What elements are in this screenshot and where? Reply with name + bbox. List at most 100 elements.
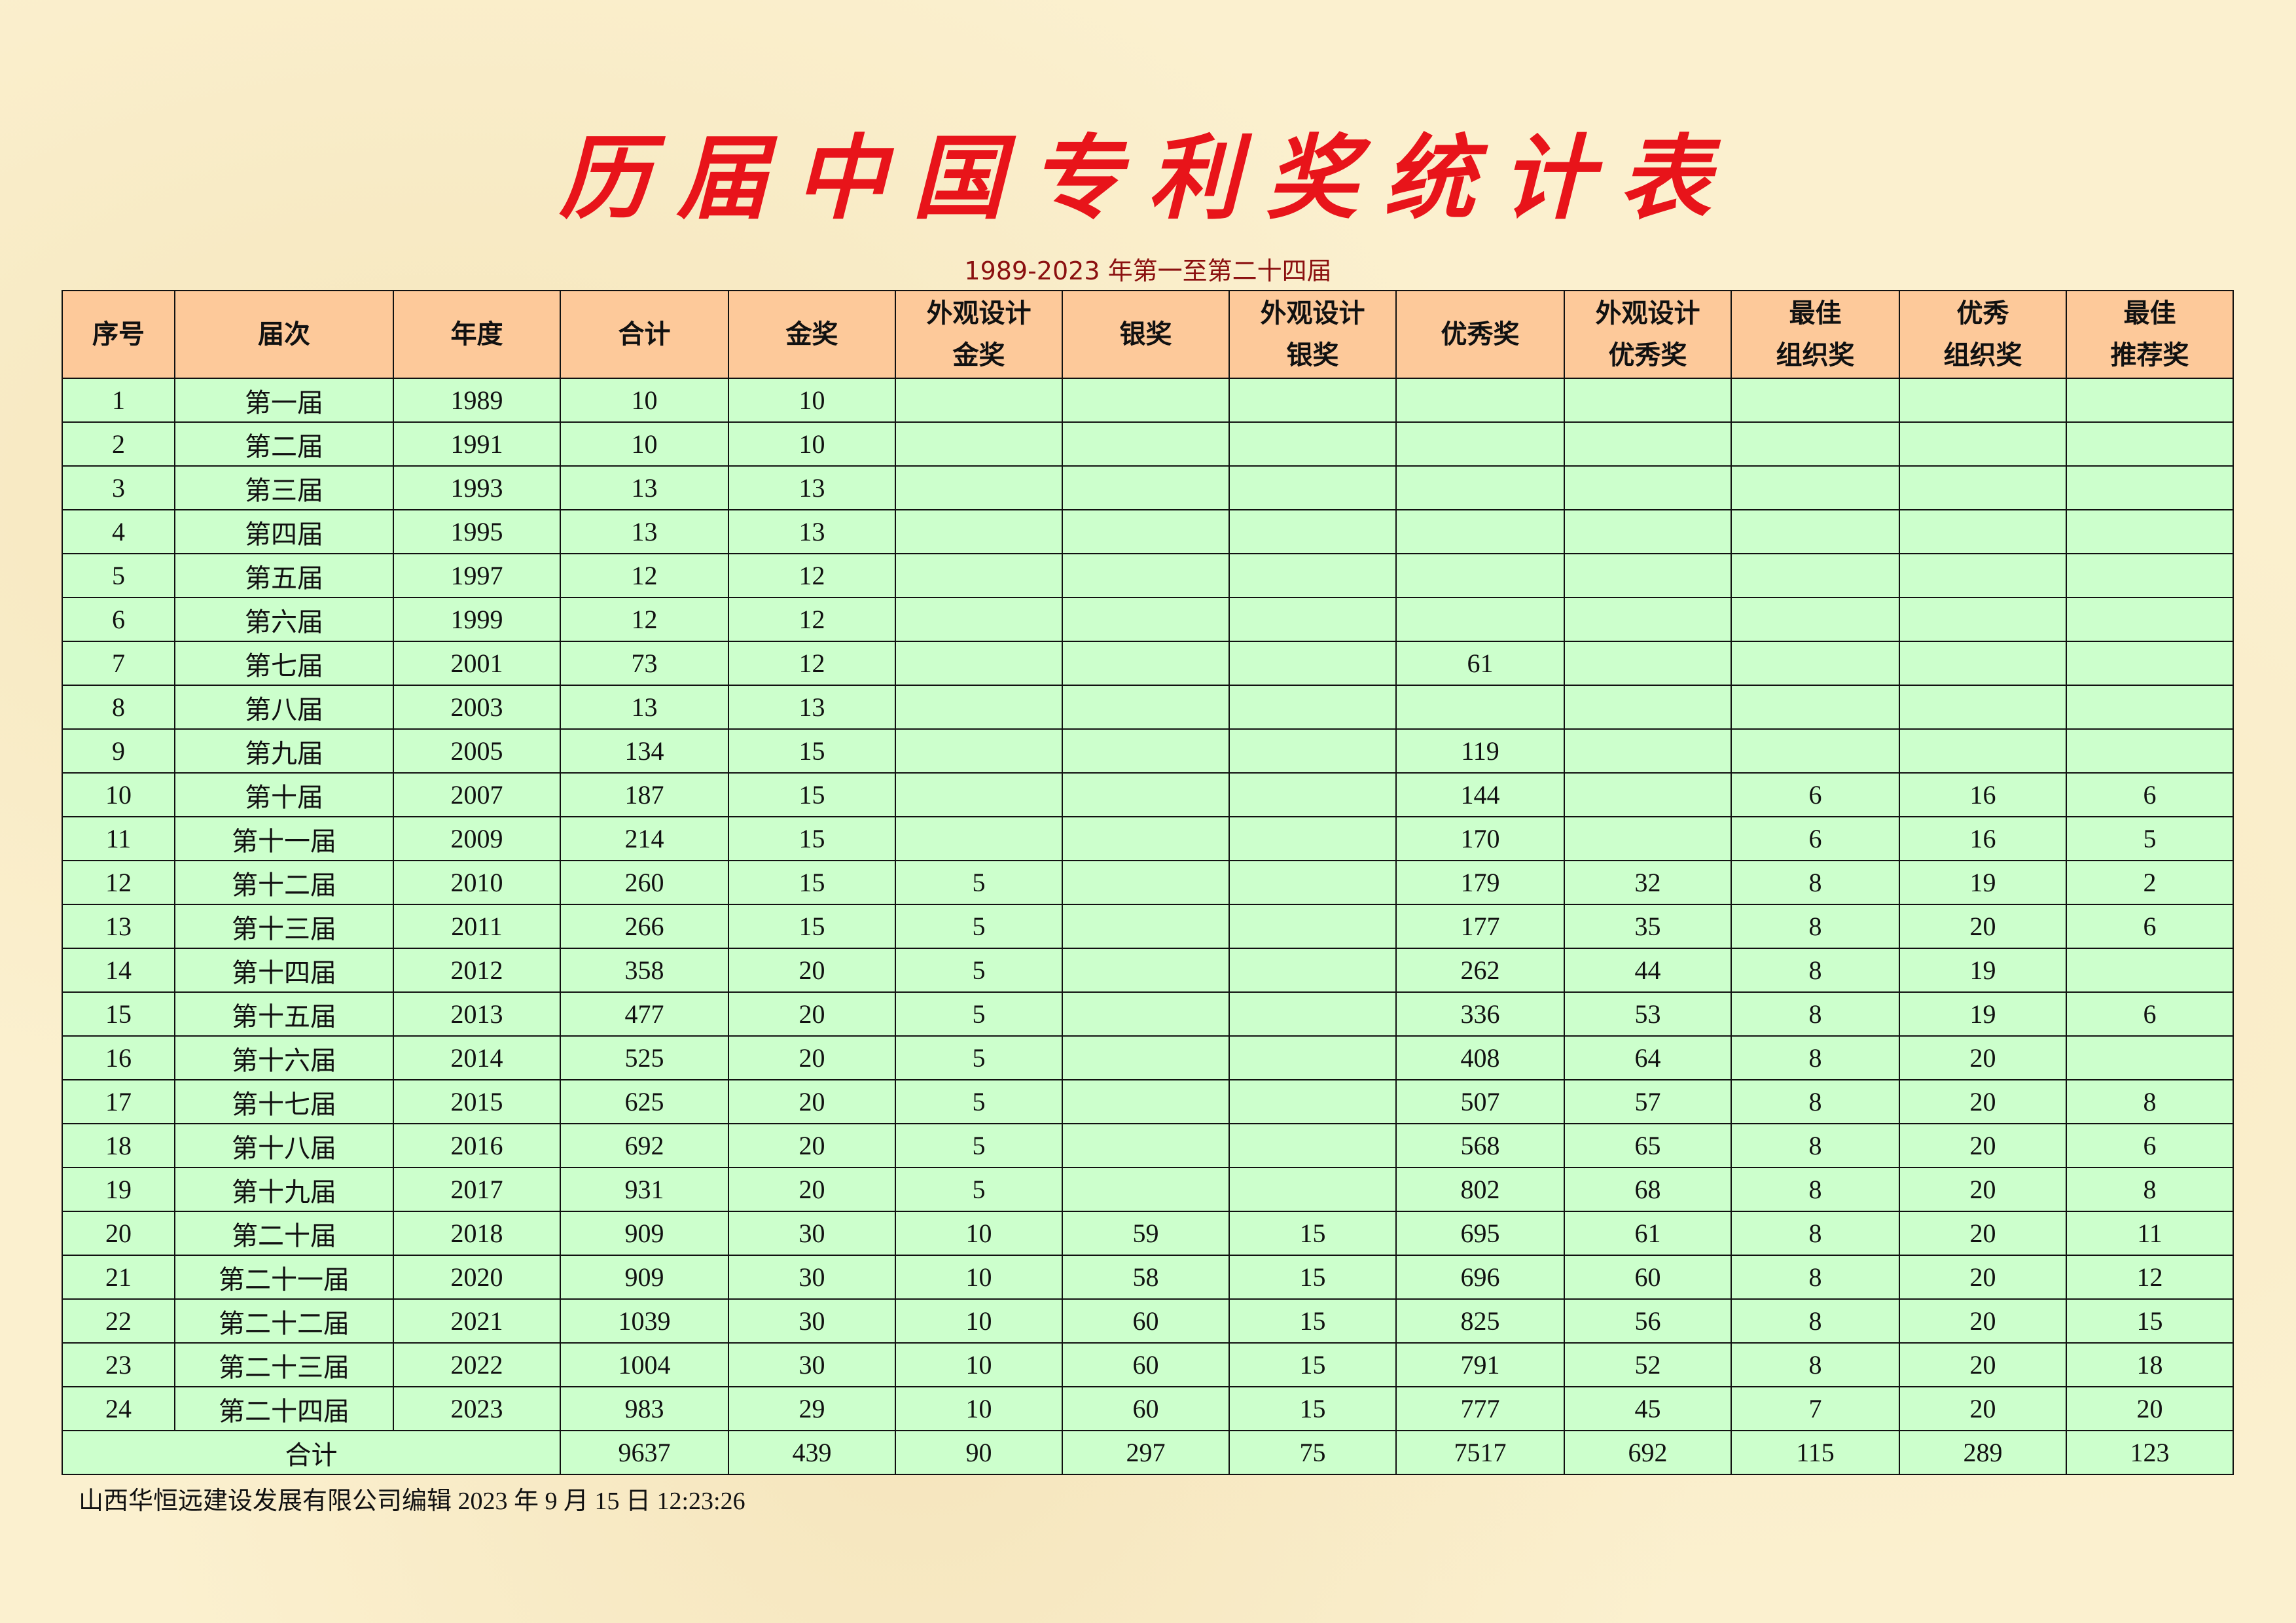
column-header-label: 推荐奖 xyxy=(2110,340,2189,370)
table-cell: 6 xyxy=(2066,772,2234,817)
table-cell xyxy=(1564,728,1732,774)
table-cell: 19 xyxy=(1899,860,2067,905)
column-header: 外观设计 金奖 xyxy=(895,290,1063,379)
table-cell xyxy=(2066,728,2234,774)
table-cell: 144 xyxy=(1395,772,1565,817)
table-row: 24 第二十四届 2023 983 29 10 60 15 777 45 7 20 20 xyxy=(62,1386,2234,1431)
table-cell xyxy=(2066,597,2234,642)
table-cell: 21 xyxy=(62,1255,175,1300)
column-header: 年度 xyxy=(393,290,561,379)
table-cell: 57 xyxy=(1564,1079,1732,1124)
table-cell xyxy=(1229,948,1397,993)
table-cell: 525 xyxy=(560,1035,729,1080)
column-header: 外观设计 优秀奖 xyxy=(1564,290,1732,379)
table-cell: 5 xyxy=(895,1123,1063,1168)
column-header-label: 最佳 xyxy=(1789,298,1842,329)
table-cell: 11 xyxy=(62,816,175,861)
table-cell: 8 xyxy=(1731,1035,1900,1080)
total-label: 合计 xyxy=(62,1430,561,1475)
table-cell: 61 xyxy=(1395,641,1565,686)
table-cell: 64 xyxy=(1564,1035,1732,1080)
table-cell: 24 xyxy=(62,1386,175,1431)
column-header: 最佳 推荐奖 xyxy=(2066,290,2234,379)
table-cell: 30 xyxy=(728,1342,896,1387)
table-cell: 8 xyxy=(1731,1255,1900,1300)
table-cell xyxy=(1229,1035,1397,1080)
table-cell: 2003 xyxy=(393,685,561,730)
table-cell: 791 xyxy=(1395,1342,1565,1387)
table-cell xyxy=(1564,378,1732,423)
table-cell: 1997 xyxy=(393,553,561,598)
table-cell xyxy=(1229,1079,1397,1124)
total-cell: 75 xyxy=(1229,1430,1397,1475)
table-cell xyxy=(895,816,1063,861)
table-cell: 2023 xyxy=(393,1386,561,1431)
table-cell: 5 xyxy=(895,948,1063,993)
table-cell xyxy=(895,641,1063,686)
table-cell xyxy=(1229,728,1397,774)
table-cell: 10 xyxy=(62,772,175,817)
table-row: 13 第十三届 2011 266 15 5 177 35 8 20 6 xyxy=(62,904,2234,949)
table-cell: 4 xyxy=(62,509,175,554)
table-cell: 29 xyxy=(728,1386,896,1431)
table-cell: 692 xyxy=(560,1123,729,1168)
table-cell: 44 xyxy=(1564,948,1732,993)
table-cell: 35 xyxy=(1564,904,1732,949)
table-cell xyxy=(1229,860,1397,905)
column-header-label: 届次 xyxy=(258,319,310,349)
table-cell: 第二届 xyxy=(174,421,394,467)
table-cell: 60 xyxy=(1062,1386,1230,1431)
table-cell: 5 xyxy=(895,1079,1063,1124)
column-header-label: 组织奖 xyxy=(1943,340,2022,370)
table-cell: 336 xyxy=(1395,991,1565,1037)
table-cell xyxy=(1731,597,1900,642)
total-cell: 9637 xyxy=(560,1430,729,1475)
table-cell: 909 xyxy=(560,1255,729,1300)
table-cell: 20 xyxy=(1899,1298,2067,1344)
table-cell xyxy=(1899,421,2067,467)
table-cell: 第十九届 xyxy=(174,1167,394,1212)
table-cell xyxy=(1395,465,1565,510)
table-cell xyxy=(1062,904,1230,949)
table-cell xyxy=(895,728,1063,774)
table-cell xyxy=(1564,816,1732,861)
table-cell: 2009 xyxy=(393,816,561,861)
table-cell: 第二十一届 xyxy=(174,1255,394,1300)
table-cell xyxy=(1062,1167,1230,1212)
table-cell: 8 xyxy=(1731,1342,1900,1387)
column-header: 外观设计 银奖 xyxy=(1229,290,1397,379)
table-cell xyxy=(1395,378,1565,423)
table-cell xyxy=(1062,641,1230,686)
table-cell: 507 xyxy=(1395,1079,1565,1124)
table-cell: 12 xyxy=(728,641,896,686)
table-cell: 7 xyxy=(62,641,175,686)
table-cell: 22 xyxy=(62,1298,175,1344)
column-header: 最佳 组织奖 xyxy=(1731,290,1900,379)
table-cell: 68 xyxy=(1564,1167,1732,1212)
table-cell: 10 xyxy=(728,421,896,467)
column-header-label: 组织奖 xyxy=(1776,340,1855,370)
table-row: 21 第二十一届 2020 909 30 10 58 15 696 60 8 20 12 xyxy=(62,1255,2234,1300)
table-cell: 10 xyxy=(895,1298,1063,1344)
page-subtitle: 1989-2023 年第一至第二十四届 xyxy=(964,257,1332,285)
table-cell xyxy=(2066,641,2234,686)
table-row: 20 第二十届 2018 909 30 10 59 15 695 61 8 20 11 xyxy=(62,1211,2234,1256)
table-cell xyxy=(2066,378,2234,423)
table-cell xyxy=(1062,421,1230,467)
table-cell: 7 xyxy=(1731,1386,1900,1431)
table-cell: 177 xyxy=(1395,904,1565,949)
table-row: 2 第二届 1991 10 10 xyxy=(62,421,2234,467)
table-row: 10 第十届 2007 187 15 144 6 16 6 xyxy=(62,772,2234,817)
table-cell: 2 xyxy=(2066,860,2234,905)
table-cell: 第二十三届 xyxy=(174,1342,394,1387)
footer-note: 山西华恒远建设发展有限公司编辑 2023 年 9 月 15 日 12:23:26 xyxy=(79,1488,745,1515)
table-row: 23 第二十三届 2022 1004 30 10 60 15 791 52 8 20 18 xyxy=(62,1342,2234,1387)
table-cell: 214 xyxy=(560,816,729,861)
table-cell: 825 xyxy=(1395,1298,1565,1344)
table-cell: 983 xyxy=(560,1386,729,1431)
table-cell: 第三届 xyxy=(174,465,394,510)
table-cell: 19 xyxy=(1899,948,2067,993)
table-cell: 8 xyxy=(1731,904,1900,949)
table-cell: 2015 xyxy=(393,1079,561,1124)
table-cell: 52 xyxy=(1564,1342,1732,1387)
